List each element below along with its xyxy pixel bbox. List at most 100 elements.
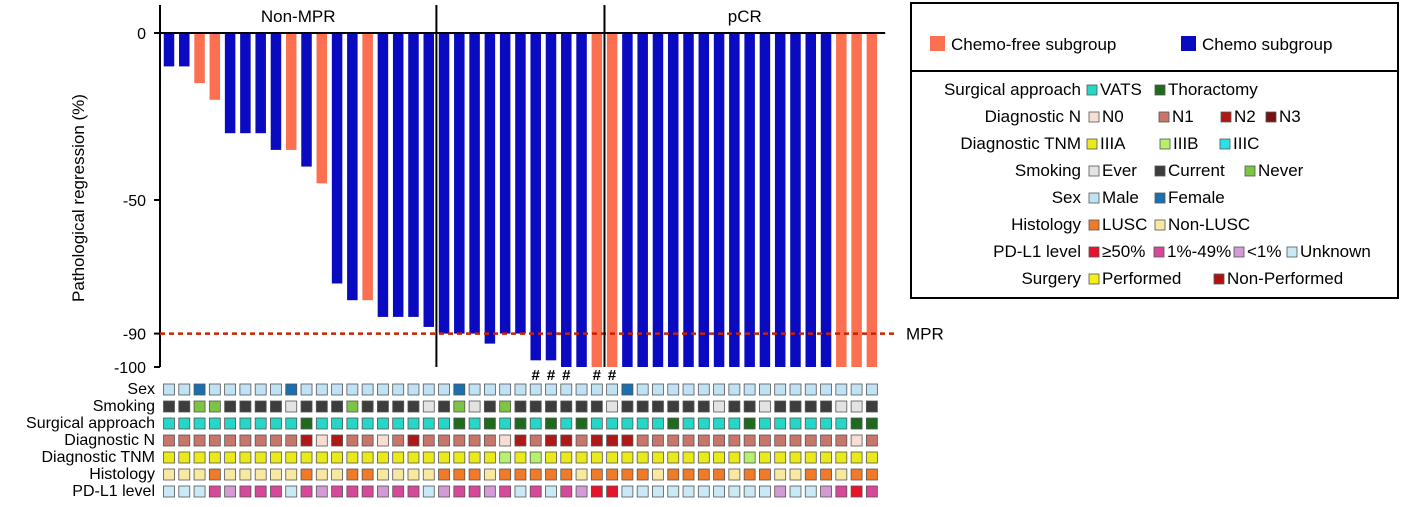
track-cell-histology-46 xyxy=(865,468,878,481)
track-cell-diagN-14 xyxy=(377,434,389,447)
track-cell-tnm-15 xyxy=(392,451,405,464)
bar-7 xyxy=(270,33,282,150)
legend-item-7-0: Performed xyxy=(1102,269,1181,288)
bar-2 xyxy=(194,33,205,84)
track-cell-histology-44 xyxy=(835,468,848,481)
track-cell-histology-32 xyxy=(652,468,664,481)
legend-item-2-0: IIIA xyxy=(1100,134,1126,153)
track-cell-histology-45 xyxy=(850,468,863,481)
bar-10 xyxy=(316,33,328,184)
track-cell-histology-1 xyxy=(178,468,191,481)
track-cell-surgical-9 xyxy=(300,417,313,430)
bar-4 xyxy=(224,33,236,134)
legend-swatch-1-0 xyxy=(1088,111,1100,123)
track-cell-surgical-19 xyxy=(453,417,466,430)
track-cell-smoking-4 xyxy=(224,400,237,413)
track-cell-sex-14 xyxy=(377,383,389,396)
track-cell-sex-19 xyxy=(453,383,466,396)
track-cell-sex-0 xyxy=(163,383,175,396)
track-label-pdl1: PD-L1 level xyxy=(72,483,155,500)
track-cell-smoking-22 xyxy=(499,400,512,413)
track-cell-tnm-9 xyxy=(300,451,313,464)
bar-16 xyxy=(408,33,419,317)
track-cell-histology-4 xyxy=(224,468,237,481)
legend-swatch-6-3 xyxy=(1286,246,1298,258)
legend-item-1-1: N1 xyxy=(1172,107,1194,126)
track-cell-surgical-41 xyxy=(789,417,802,430)
track-cell-surgical-11 xyxy=(331,417,343,430)
track-cell-histology-33 xyxy=(667,468,680,481)
track-cell-pdl1-43 xyxy=(820,485,832,498)
track-cell-tnm-45 xyxy=(850,451,863,464)
track-cell-smoking-46 xyxy=(865,400,878,413)
track-cell-pdl1-32 xyxy=(652,485,664,498)
track-cell-smoking-37 xyxy=(728,400,741,413)
track-cell-smoking-8 xyxy=(285,400,298,413)
track-cell-histology-25 xyxy=(545,468,557,481)
track-cell-pdl1-9 xyxy=(300,485,313,498)
legend-category-0: Surgical approach xyxy=(944,80,1081,99)
track-cell-pdl1-37 xyxy=(728,485,741,498)
track-cell-tnm-21 xyxy=(483,451,496,464)
track-cell-surgical-37 xyxy=(728,417,741,430)
track-cell-tnm-17 xyxy=(422,451,435,464)
track-cell-sex-46 xyxy=(865,383,878,396)
track-cell-surgical-7 xyxy=(270,417,282,430)
hash-mark-3: # xyxy=(593,367,602,384)
track-cell-surgical-31 xyxy=(636,417,649,430)
bar-13 xyxy=(362,33,373,301)
track-cell-sex-41 xyxy=(789,383,802,396)
track-cell-sex-31 xyxy=(636,383,649,396)
track-cell-sex-27 xyxy=(575,383,588,396)
track-cell-surgical-13 xyxy=(361,417,374,430)
mpr-label: MPR xyxy=(906,325,944,344)
bar-12 xyxy=(347,33,358,301)
track-cell-histology-38 xyxy=(743,468,756,481)
track-cell-sex-6 xyxy=(254,383,267,396)
track-cell-pdl1-22 xyxy=(499,485,512,498)
track-cell-diagN-27 xyxy=(575,434,588,447)
track-cell-pdl1-17 xyxy=(422,485,435,498)
track-cell-surgical-18 xyxy=(438,417,450,430)
track-cell-histology-24 xyxy=(529,468,542,481)
track-cell-surgical-1 xyxy=(178,417,191,430)
bar-27 xyxy=(576,33,587,367)
hash-mark-4: # xyxy=(608,367,617,384)
legend-item-2-1: IIIB xyxy=(1173,134,1199,153)
track-cell-tnm-12 xyxy=(346,451,359,464)
track-cell-surgical-30 xyxy=(621,417,634,430)
track-cell-pdl1-38 xyxy=(743,485,756,498)
track-cell-smoking-39 xyxy=(759,400,771,413)
track-cell-smoking-35 xyxy=(697,400,710,413)
track-cell-surgical-15 xyxy=(392,417,405,430)
track-cell-smoking-25 xyxy=(545,400,557,413)
track-cell-tnm-30 xyxy=(621,451,634,464)
track-cell-diagN-34 xyxy=(682,434,695,447)
track-cell-tnm-29 xyxy=(606,451,619,464)
legend-item-5-1: Non-LUSC xyxy=(1168,215,1250,234)
track-cell-tnm-33 xyxy=(667,451,680,464)
track-cell-smoking-41 xyxy=(789,400,802,413)
legend-swatch-7-0 xyxy=(1088,273,1100,285)
bar-28 xyxy=(591,33,603,367)
bar-26 xyxy=(561,33,572,367)
track-cell-tnm-4 xyxy=(224,451,237,464)
track-cell-histology-18 xyxy=(438,468,450,481)
track-cell-diagN-6 xyxy=(254,434,267,447)
track-cell-surgical-29 xyxy=(606,417,619,430)
track-cell-tnm-36 xyxy=(713,451,725,464)
track-cell-smoking-15 xyxy=(392,400,405,413)
bar-18 xyxy=(438,33,450,334)
track-cell-sex-43 xyxy=(820,383,832,396)
track-label-sex: Sex xyxy=(127,381,155,398)
track-cell-pdl1-44 xyxy=(835,485,848,498)
track-cell-histology-19 xyxy=(453,468,466,481)
bar-8 xyxy=(285,33,297,150)
track-cell-pdl1-15 xyxy=(392,485,405,498)
legend-item-6-2: <1% xyxy=(1247,242,1282,261)
track-cell-pdl1-3 xyxy=(208,485,221,498)
track-cell-histology-12 xyxy=(346,468,359,481)
track-cell-pdl1-25 xyxy=(545,485,557,498)
track-cell-tnm-22 xyxy=(499,451,512,464)
